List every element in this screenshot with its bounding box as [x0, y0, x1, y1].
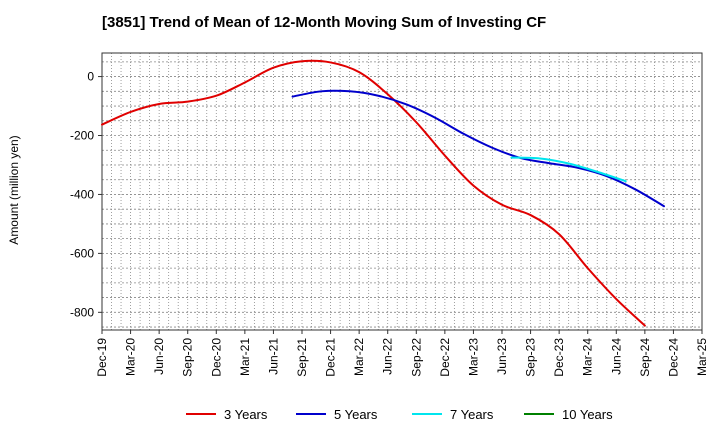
series-layer	[101, 59, 665, 327]
x-tick-label: Sep-21	[295, 338, 309, 377]
y-tick-label: -800	[70, 305, 94, 319]
plot-area-frame	[101, 52, 703, 331]
legend-label-3-years: 3 Years	[224, 407, 268, 422]
x-tick-label: Mar-22	[352, 338, 366, 376]
x-tick-label: Sep-22	[409, 338, 423, 377]
x-tick-label: Dec-20	[209, 338, 223, 377]
x-tick-label: Jun-22	[381, 338, 395, 375]
x-tick-label: Jun-24	[609, 338, 623, 375]
legend-label-10-years: 10 Years	[562, 407, 613, 422]
x-tick-label: Jun-20	[152, 338, 166, 375]
y-axis: 0 -200 -400 -600 -800	[70, 70, 102, 319]
x-tick-label: Dec-24	[666, 338, 680, 377]
legend-label-5-years: 5 Years	[334, 407, 378, 422]
x-tick-label: Dec-22	[438, 338, 452, 377]
y-tick-label: -400	[70, 187, 94, 201]
x-tick-label: Sep-20	[181, 338, 195, 377]
chart-title: [3851] Trend of Mean of 12-Month Moving …	[102, 14, 547, 31]
y-tick-label: -200	[70, 129, 94, 143]
series-line-5-years	[291, 89, 665, 208]
x-axis: Dec-19 Mar-20 Jun-20 Sep-20 Dec-20 Mar-21 Jun-…	[95, 330, 709, 377]
x-tick-label: Dec-21	[324, 338, 338, 377]
x-tick-label: Mar-24	[581, 338, 595, 376]
y-tick-label: 0	[87, 70, 94, 84]
x-tick-label: Jun-23	[495, 338, 509, 375]
y-axis-label: Amount (million yen)	[7, 135, 21, 244]
x-tick-label: Jun-21	[266, 338, 280, 375]
x-tick-label: Sep-23	[524, 338, 538, 377]
x-tick-label: Mar-21	[238, 338, 252, 376]
x-tick-label: Mar-20	[124, 338, 138, 376]
x-tick-label: Mar-23	[466, 338, 480, 376]
legend: 3 Years 5 Years 7 Years 10 Years	[186, 407, 613, 422]
x-tick-label: Mar-25	[695, 338, 709, 376]
y-tick-label: -600	[70, 246, 94, 260]
x-tick-label: Dec-23	[552, 338, 566, 377]
series-line-7-years	[510, 156, 627, 183]
grid	[102, 53, 702, 330]
x-tick-label: Dec-19	[95, 338, 109, 377]
series-line-3-years	[101, 59, 646, 327]
legend-label-7-years: 7 Years	[450, 407, 494, 422]
x-tick-label: Sep-24	[638, 338, 652, 377]
